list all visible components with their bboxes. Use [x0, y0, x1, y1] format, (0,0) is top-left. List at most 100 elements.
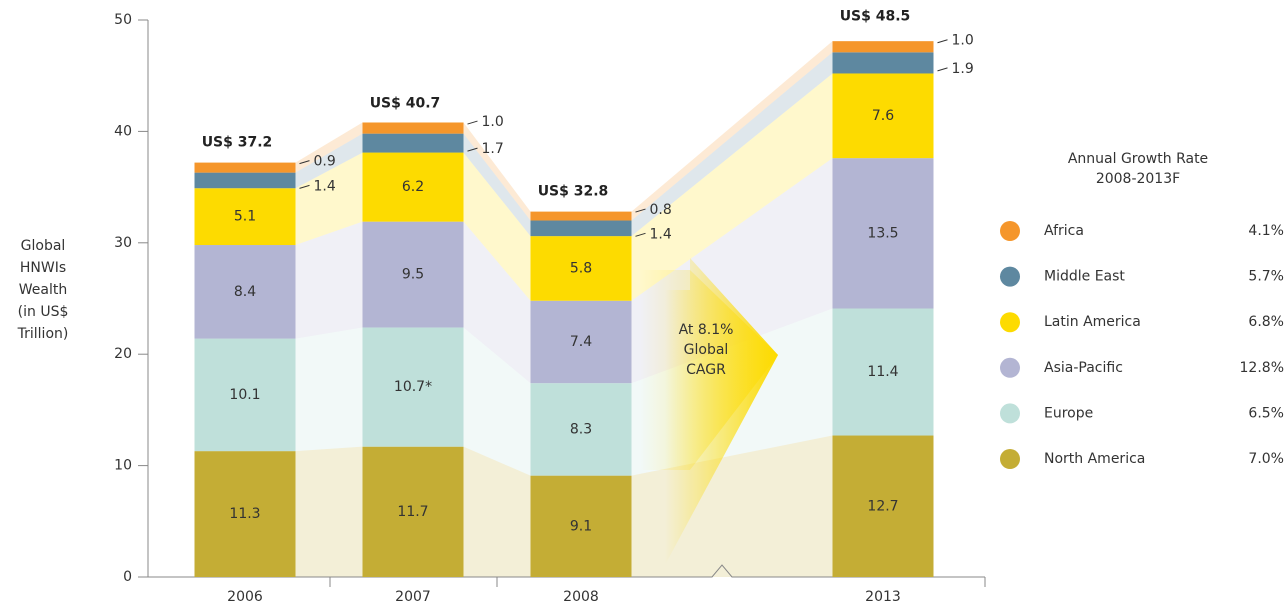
total-label: US$ 32.8 — [538, 184, 609, 200]
connector-band — [295, 446, 363, 577]
data-label: 1.4 — [314, 178, 336, 194]
legend-label: Middle East — [1044, 269, 1125, 285]
connector-band — [463, 221, 531, 384]
legend-swatch — [1000, 449, 1020, 469]
data-label: 9.5 — [402, 267, 424, 283]
bar-segment — [362, 152, 464, 222]
data-label: 7.4 — [570, 334, 592, 350]
bar-segment — [832, 308, 934, 436]
data-label: 11.3 — [229, 506, 260, 522]
data-label: 1.9 — [952, 61, 974, 77]
connector-band — [631, 73, 833, 301]
y-tick-label: 20 — [114, 346, 132, 362]
x-tick-label: 2008 — [563, 589, 599, 605]
total-label: US$ 40.7 — [370, 96, 441, 112]
annotation: At 8.1% — [679, 322, 734, 338]
legend-growth: 12.8% — [1240, 360, 1284, 376]
legend-swatch — [1000, 312, 1020, 333]
legend-growth: 7.0% — [1248, 451, 1284, 467]
x-axis — [148, 564, 985, 578]
cagr-arrow-body — [640, 270, 778, 470]
connector-band — [463, 133, 531, 237]
connector-band — [463, 152, 531, 301]
y-tick-label: 30 — [114, 235, 132, 251]
annotation: CAGR — [686, 362, 726, 378]
data-label: 11.4 — [867, 364, 898, 380]
data-label: 12.7 — [867, 498, 898, 514]
bar-segment — [194, 172, 296, 189]
legend-swatch — [1000, 221, 1020, 241]
data-label: 1.0 — [482, 114, 504, 130]
total-label: US$ 37.2 — [202, 135, 273, 151]
legend-swatch — [1000, 403, 1020, 424]
bar-segment — [530, 383, 632, 476]
legend-title: Annual Growth Rate — [1068, 151, 1208, 167]
connector-band — [295, 221, 363, 339]
bar-segment — [832, 435, 934, 577]
bar-segment — [362, 133, 464, 153]
legend-growth: 5.7% — [1248, 269, 1284, 285]
legend-label: Africa — [1044, 223, 1084, 239]
bar-segment — [194, 162, 296, 173]
data-label: 11.7 — [397, 504, 428, 520]
legend-swatch — [1000, 357, 1020, 378]
legend-growth: 4.1% — [1248, 223, 1284, 239]
y-axis-label: (in US$ — [18, 304, 69, 320]
bar-segment — [530, 220, 632, 237]
bar-segment — [362, 122, 464, 134]
y-axis-label: Wealth — [19, 282, 67, 298]
data-label: 8.3 — [570, 421, 592, 437]
y-axis-label: Global — [21, 238, 66, 254]
bar-segment — [194, 245, 296, 339]
bar-segment — [530, 236, 632, 301]
bar-segment — [194, 451, 296, 577]
bar-segment — [832, 158, 934, 309]
leader-line — [937, 67, 948, 72]
connector-band — [463, 327, 531, 476]
leader-line — [635, 208, 646, 213]
data-label: 1.7 — [482, 141, 504, 157]
y-tick-label: 40 — [114, 123, 132, 139]
y-tick-label: 50 — [114, 12, 132, 28]
bar-segment — [530, 475, 632, 577]
data-label: 0.8 — [650, 202, 672, 218]
bar-segment — [530, 211, 632, 221]
bar-segment — [832, 73, 934, 159]
y-tick-label: 0 — [123, 569, 132, 585]
leader-line — [467, 147, 478, 152]
y-axis-label: HNWIs — [20, 260, 66, 276]
total-label: US$ 48.5 — [840, 9, 911, 25]
connector-band — [463, 446, 531, 577]
legend-swatch — [1000, 266, 1020, 287]
legend-title: 2008-2013F — [1096, 171, 1180, 187]
x-tick-label: 2013 — [865, 589, 901, 605]
data-label: 5.8 — [570, 260, 592, 276]
legend-label: North America — [1044, 451, 1145, 467]
annotation: Global — [684, 342, 729, 358]
data-label: 9.1 — [570, 518, 592, 534]
leader-line — [467, 120, 478, 125]
bar-segment — [362, 221, 464, 328]
bar-segment — [362, 327, 464, 447]
connector-band — [631, 52, 833, 237]
connector-band — [295, 122, 363, 173]
data-label: 6.2 — [402, 179, 424, 195]
legend-label: Asia-Pacific — [1044, 360, 1123, 376]
bar-segment — [194, 338, 296, 452]
y-tick-label: 10 — [114, 458, 132, 474]
data-label: 0.9 — [314, 154, 336, 170]
legend-label: Europe — [1044, 405, 1093, 421]
legend-label: Latin America — [1044, 314, 1141, 330]
connector-band — [295, 327, 363, 452]
legend-growth: 6.5% — [1248, 405, 1284, 421]
connector-band — [631, 41, 833, 221]
data-label: 8.4 — [234, 284, 256, 300]
leader-line — [937, 39, 948, 44]
y-axis-label: Trillion) — [17, 326, 69, 342]
connector-band — [295, 152, 363, 246]
data-label: 13.5 — [867, 225, 898, 241]
bar-segment — [832, 52, 934, 74]
connector-band — [295, 133, 363, 189]
bar-segment — [194, 188, 296, 246]
leader-line — [635, 232, 646, 237]
